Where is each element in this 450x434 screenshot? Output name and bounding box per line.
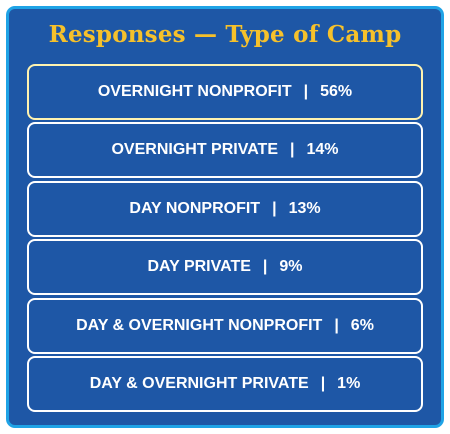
response-row: OVERNIGHT NONPROFIT | 56%: [27, 64, 423, 120]
response-row: DAY NONPROFIT | 13%: [27, 180, 423, 237]
row-value: 9%: [279, 258, 303, 276]
row-label: DAY PRIVATE: [147, 258, 251, 276]
row-separator: |: [272, 199, 277, 217]
row-value: 1%: [337, 374, 361, 392]
response-row: OVERNIGHT PRIVATE | 14%: [27, 122, 423, 179]
response-rows: OVERNIGHT NONPROFIT | 56% OVERNIGHT PRIV…: [27, 64, 423, 414]
row-separator: |: [290, 141, 295, 159]
row-label: OVERNIGHT PRIVATE: [111, 141, 278, 159]
row-value: 6%: [350, 316, 374, 334]
response-row: DAY & OVERNIGHT NONPROFIT | 6%: [27, 297, 423, 354]
row-separator: |: [320, 374, 326, 392]
row-value: 13%: [288, 199, 321, 217]
row-label: DAY NONPROFIT: [129, 199, 261, 217]
response-row: DAY PRIVATE | 9%: [27, 239, 423, 296]
row-separator: |: [262, 258, 268, 276]
row-label: DAY & OVERNIGHT PRIVATE: [89, 374, 309, 392]
responses-card: Responses — Type of Camp OVERNIGHT NONPR…: [6, 6, 444, 428]
row-label: OVERNIGHT NONPROFIT: [97, 83, 292, 100]
row-label: DAY & OVERNIGHT NONPROFIT: [76, 316, 323, 334]
row-separator: |: [303, 83, 309, 100]
row-separator: |: [334, 316, 339, 334]
chart-title: Responses — Type of Camp: [48, 21, 402, 48]
row-value: 56%: [320, 83, 353, 100]
row-value: 14%: [306, 141, 339, 159]
response-row: DAY & OVERNIGHT PRIVATE | 1%: [27, 355, 423, 412]
